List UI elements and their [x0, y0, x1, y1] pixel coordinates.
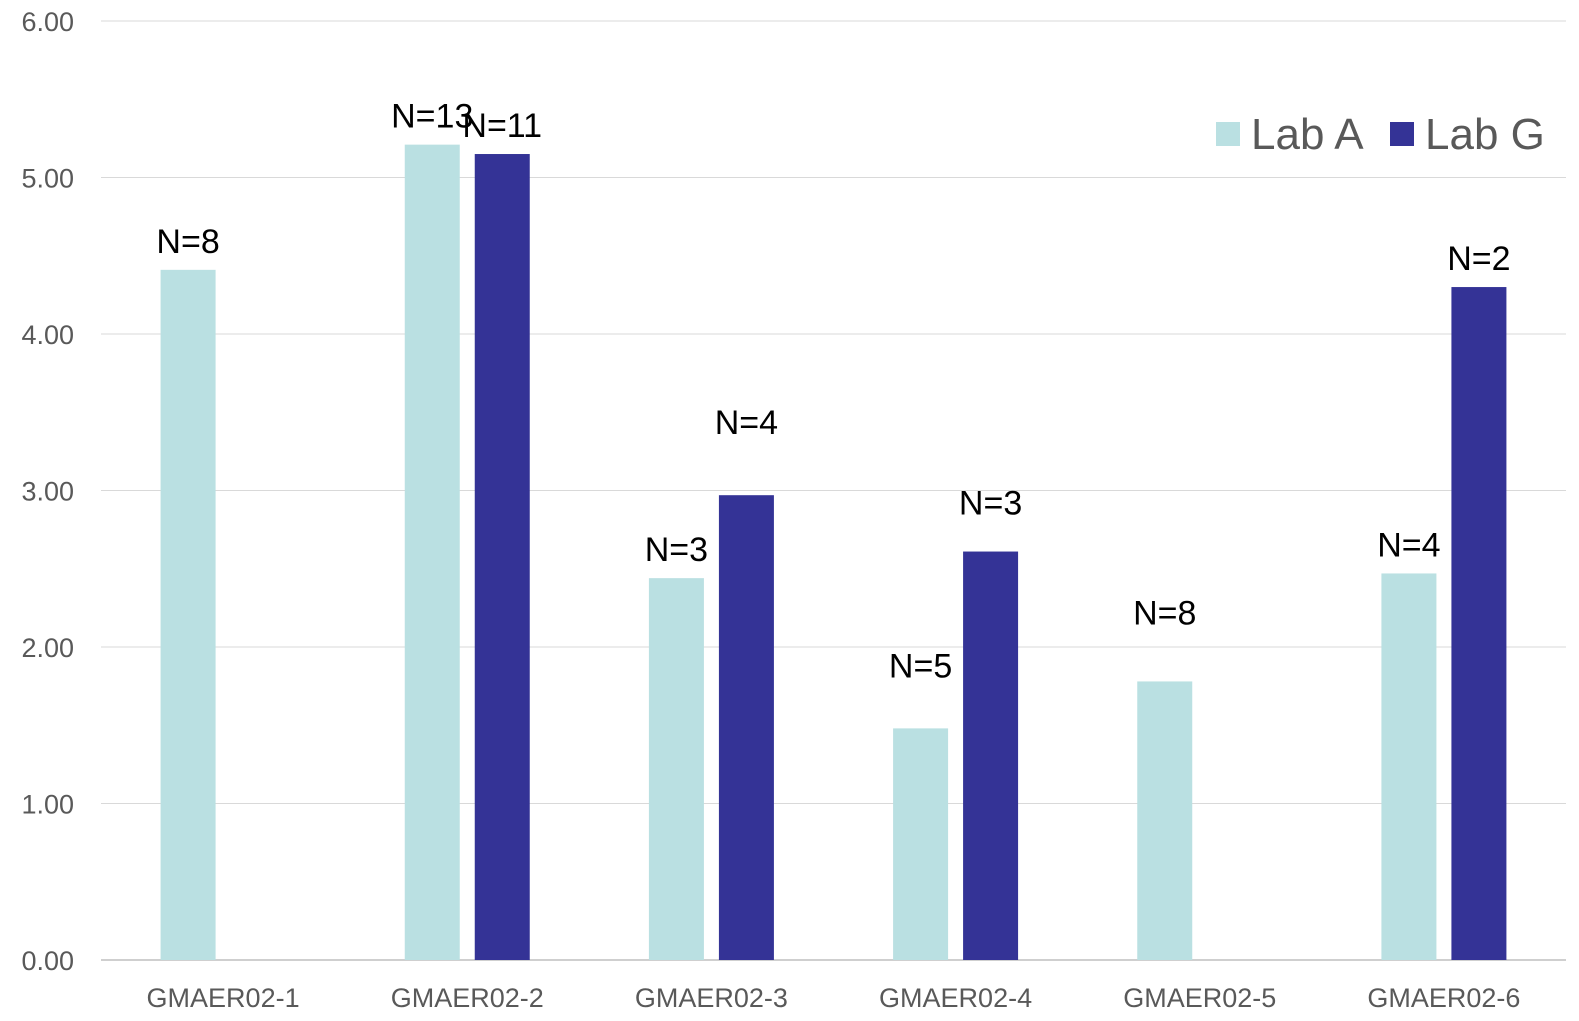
gridlines [101, 20, 1566, 961]
bar-lab-a-gmaer02-6 [1381, 573, 1437, 960]
y-tick-label: 5.00 [21, 164, 74, 194]
data-label: N=4 [715, 404, 778, 442]
x-category-label: GMAER02-2 [391, 983, 544, 1013]
x-category-label: GMAER02-6 [1367, 983, 1520, 1013]
data-label: N=13 [391, 98, 473, 136]
bar-lab-a-gmaer02-4 [893, 728, 949, 960]
y-tick-label: 3.00 [21, 477, 74, 507]
bars [160, 144, 1507, 961]
legend-label-lab-a: Lab A [1251, 110, 1364, 159]
bar-lab-a-gmaer02-3 [648, 578, 704, 960]
x-category-label: GMAER02-5 [1123, 983, 1276, 1013]
data-label: N=8 [1133, 594, 1196, 632]
data-label: N=3 [645, 531, 708, 569]
data-label: N=4 [1377, 526, 1440, 564]
bar-lab-a-gmaer02-5 [1137, 681, 1193, 960]
y-axis-ticks: 0.00 1.00 2.00 3.00 4.00 5.00 6.00 [21, 7, 74, 976]
x-category-label: GMAER02-3 [635, 983, 788, 1013]
bar-lab-g-gmaer02-6 [1451, 287, 1507, 960]
data-label: N=3 [959, 485, 1022, 523]
legend: Lab A Lab G [1216, 110, 1545, 159]
data-label: N=5 [889, 647, 952, 685]
legend-label-lab-g: Lab G [1425, 110, 1545, 159]
x-category-label: GMAER02-4 [879, 983, 1032, 1013]
x-axis-categories: GMAER02-1 GMAER02-2 GMAER02-3 GMAER02-4 GMAE… [147, 983, 1521, 1013]
legend-swatch-lab-a [1216, 122, 1240, 146]
y-tick-label: 2.00 [21, 633, 74, 663]
bar-lab-a-gmaer02-1 [160, 269, 216, 961]
y-tick-label: 0.00 [21, 946, 74, 976]
bar-lab-g-gmaer02-3 [718, 495, 774, 960]
legend-swatch-lab-g [1390, 122, 1414, 146]
x-category-label: GMAER02-1 [147, 983, 300, 1013]
y-tick-label: 1.00 [21, 790, 74, 820]
bar-lab-a-gmaer02-2 [404, 144, 460, 960]
bar-lab-g-gmaer02-4 [963, 551, 1019, 960]
y-tick-label: 6.00 [21, 7, 74, 37]
data-label: N=8 [156, 223, 219, 261]
data-labels: N=8 N=13N=11 N=3 N=4 N=5 N=3 N=8 N=4 N=2 [156, 98, 1510, 686]
data-label: N=2 [1447, 240, 1510, 278]
y-tick-label: 4.00 [21, 320, 74, 350]
data-label: N=11 [462, 107, 542, 145]
bar-lab-g-gmaer02-2 [474, 154, 530, 960]
